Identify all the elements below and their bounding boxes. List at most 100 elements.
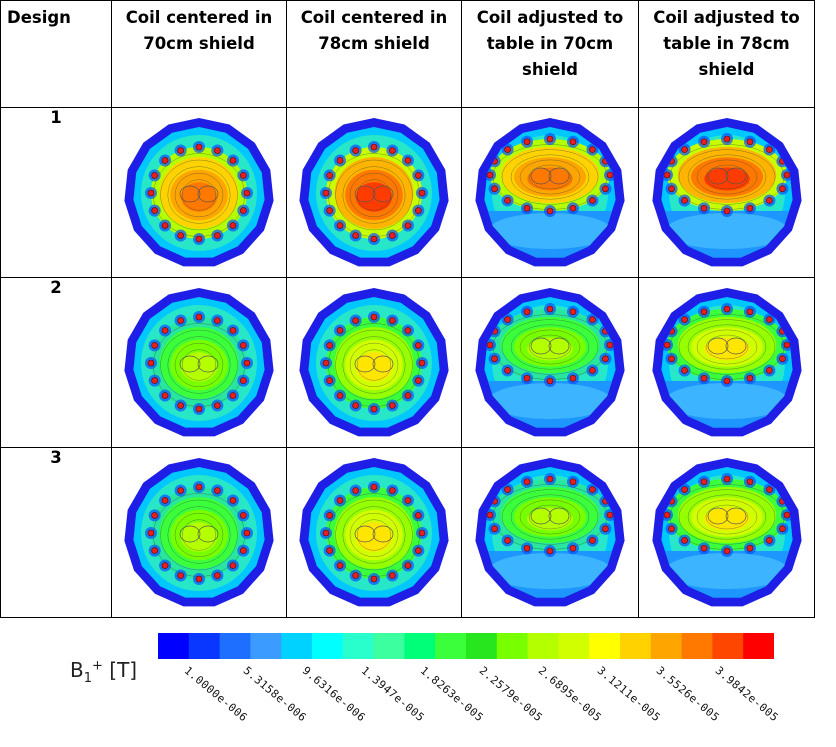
coil-element xyxy=(322,529,330,536)
coil-element xyxy=(569,307,577,315)
coil-element xyxy=(389,401,396,409)
field-map-plot xyxy=(475,457,625,606)
coil-element xyxy=(161,156,169,164)
coil-element xyxy=(746,374,753,382)
coil-element xyxy=(322,359,330,366)
coil-element xyxy=(415,341,422,349)
field-map-plot xyxy=(124,457,274,606)
coil-element xyxy=(491,184,498,192)
field-map-plot xyxy=(651,117,802,266)
coil-element xyxy=(418,189,426,196)
coil-element xyxy=(243,189,251,196)
coil-element xyxy=(352,316,359,324)
coil-element xyxy=(723,135,730,142)
coil-element xyxy=(589,536,596,544)
coil-element xyxy=(240,546,247,554)
field-map-plot xyxy=(651,457,802,606)
coil-element xyxy=(569,544,577,552)
header-col-1: Coil centered in 70cm shield xyxy=(111,0,287,108)
colorbar-swatch xyxy=(527,633,559,659)
coil-element xyxy=(415,546,422,554)
coil-element xyxy=(151,511,158,519)
coil-element xyxy=(214,231,221,239)
coil-element xyxy=(504,366,511,374)
coil-element xyxy=(151,376,158,384)
coil-element xyxy=(370,313,378,320)
coil-element xyxy=(523,307,531,315)
design-number: 1 xyxy=(0,107,112,278)
coil-element xyxy=(336,561,344,569)
coil-element xyxy=(546,305,554,312)
coil-element xyxy=(504,536,511,544)
coil-element xyxy=(569,204,577,212)
coil-element xyxy=(161,561,169,569)
coil-element xyxy=(504,315,511,323)
coil-element xyxy=(240,376,247,384)
coil-element xyxy=(723,475,730,482)
coil-element xyxy=(523,477,531,485)
field-map-plot xyxy=(651,287,802,436)
coil-element xyxy=(415,376,422,384)
colorbar-swatch xyxy=(373,633,405,659)
field-map-plot xyxy=(475,117,625,266)
coil-element xyxy=(195,575,203,582)
coil-element xyxy=(546,207,554,214)
coil-element xyxy=(161,391,169,399)
coil-element xyxy=(589,196,596,204)
coil-element xyxy=(370,405,378,412)
coil-element xyxy=(523,204,531,212)
colorbar-swatch xyxy=(250,633,282,659)
colorbar-swatch xyxy=(620,633,652,659)
colorbar-swatch xyxy=(589,633,621,659)
coil-element xyxy=(589,366,596,374)
coil-element xyxy=(404,326,412,334)
coil-element xyxy=(680,145,688,153)
coil-element xyxy=(336,156,344,164)
coil-element xyxy=(606,341,614,348)
coil-element xyxy=(147,529,155,536)
coil-element xyxy=(370,575,378,582)
colorbar-swatch xyxy=(558,633,590,659)
coil-element xyxy=(606,511,614,518)
coil-element xyxy=(177,231,184,239)
coil-element xyxy=(336,496,344,504)
coil-element xyxy=(746,544,753,552)
field-map-plot xyxy=(299,287,449,436)
coil-element xyxy=(389,146,396,154)
coil-element xyxy=(765,536,773,544)
coil-element xyxy=(783,171,790,178)
coil-element xyxy=(504,485,511,493)
coil-element xyxy=(778,354,786,362)
coil-element xyxy=(240,206,247,214)
coil-element xyxy=(389,231,396,239)
coil-element xyxy=(589,485,596,493)
coil-element xyxy=(765,366,773,374)
coil-element xyxy=(663,171,670,178)
coil-element xyxy=(663,511,670,518)
coil-element xyxy=(486,171,494,178)
coil-element xyxy=(680,315,688,323)
coil-element xyxy=(240,511,247,519)
coil-element xyxy=(214,401,221,409)
coil-element xyxy=(765,145,773,153)
coil-element xyxy=(746,137,753,145)
coil-element xyxy=(214,486,221,494)
coil-element xyxy=(783,511,790,518)
coil-element xyxy=(523,374,531,382)
coil-element xyxy=(606,171,614,178)
coil-element xyxy=(700,204,707,212)
results-table: Design Coil centered in 70cm shield Coil… xyxy=(0,0,815,618)
coil-element xyxy=(243,529,251,536)
design-number: 2 xyxy=(0,277,112,448)
colorbar-swatch xyxy=(466,633,498,659)
coil-element xyxy=(151,546,158,554)
coil-element xyxy=(177,316,184,324)
coil-element xyxy=(326,206,333,214)
coil-element xyxy=(415,171,422,179)
coil-element xyxy=(214,316,221,324)
coil-element xyxy=(418,529,426,536)
coil-element xyxy=(746,307,753,315)
coil-element xyxy=(504,196,511,204)
coil-element xyxy=(195,405,203,412)
field-map-plot xyxy=(475,287,625,436)
